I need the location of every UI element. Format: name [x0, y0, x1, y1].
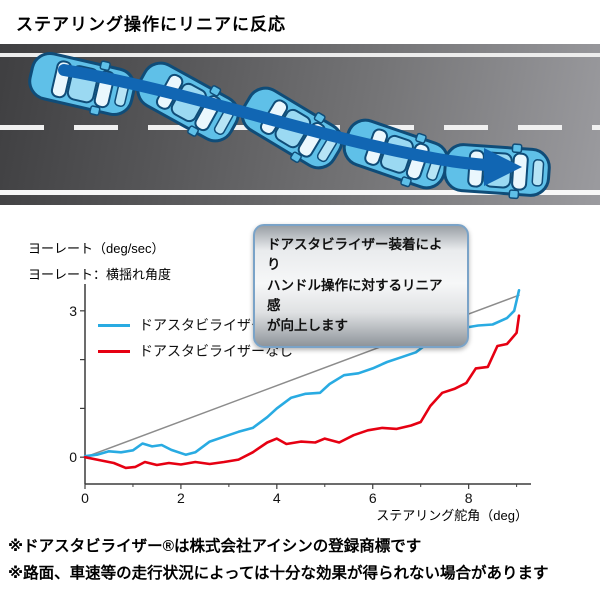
lane-line-top: [0, 53, 600, 57]
callout-bubble: ドアスタビライザー装着により ハンドル操作に対するリニア感 が向上します: [253, 224, 469, 349]
svg-text:4: 4: [273, 490, 281, 506]
lane-change-arrowhead-icon: [484, 148, 522, 186]
legend-item-without: ドアスタビライザーなし: [98, 338, 293, 364]
svg-text:0: 0: [81, 490, 89, 506]
cars-and-arrow-graphic: [23, 44, 553, 203]
x-axis-label: ステアリング舵角（deg）: [376, 508, 528, 523]
page-title: ステアリング操作にリニアに反応: [16, 15, 286, 34]
svg-text:2: 2: [177, 490, 185, 506]
callout-text-line: ハンドル操作に対するリニア感: [267, 277, 443, 313]
y-axis-label-line2: ヨーレート：横揺れ角度: [28, 267, 172, 282]
y-axis-label-line1: ヨーレート（deg/sec）: [28, 241, 165, 256]
lane-change-arrow-icon: [58, 64, 492, 171]
footnote-disclaimer: ※路面、車速等の走行状況によっては十分な効果が得られない場合があります: [8, 565, 549, 582]
legend-label: ドアスタビライザーなし: [139, 343, 293, 359]
lane-line-bottom: [0, 190, 600, 195]
legend-swatch-blue: [98, 323, 130, 327]
road-illustration: [0, 44, 600, 205]
footnote-trademark: ※ドアスタビライザー®は株式会社アイシンの登録商標です: [8, 538, 422, 555]
svg-text:3: 3: [69, 303, 77, 319]
callout-text-line: が向上します: [267, 318, 348, 333]
callout-text-line: ドアスタビライザー装着により: [267, 237, 443, 273]
svg-text:0: 0: [69, 449, 77, 465]
svg-text:6: 6: [369, 490, 377, 506]
legend-swatch-red: [98, 349, 130, 353]
svg-text:8: 8: [465, 490, 473, 506]
